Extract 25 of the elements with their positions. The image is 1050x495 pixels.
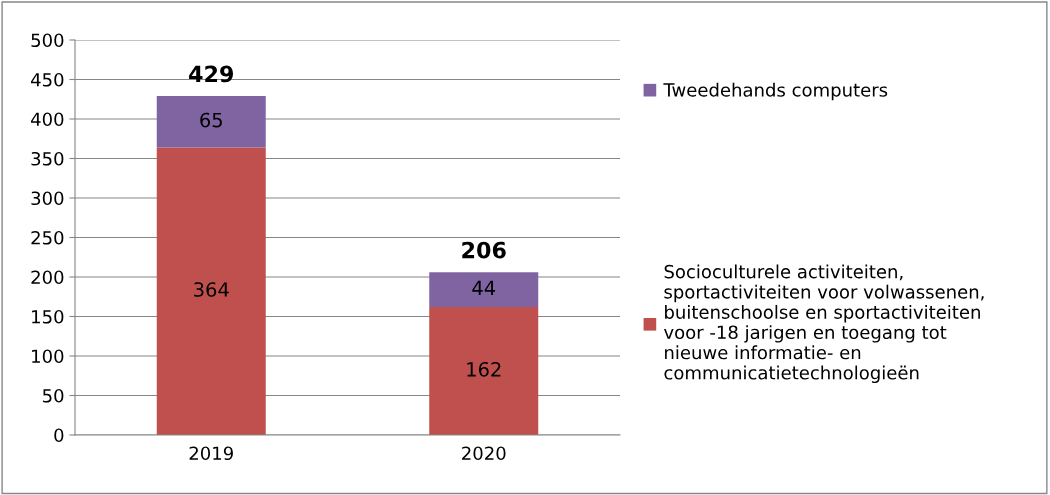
bar [429, 307, 539, 435]
bar [429, 272, 539, 308]
y-tick-label: 450 [31, 72, 64, 87]
y-tick-label: 300 [31, 191, 64, 206]
y-tick-label: 500 [31, 33, 64, 48]
y-tick-label: 250 [31, 230, 64, 245]
y-tick-label: 150 [32, 309, 64, 324]
total-label: 429 [189, 65, 234, 83]
y-tick-label: 100 [32, 349, 64, 364]
data-label: 44 [472, 280, 496, 296]
legend-label: Socioculturele activiteiten, sportactiviteiten voor volwassenen, buitenschoolse en sportactiviteiten voor -18 jarigen en toegang tot nieuwe informatie- en communicatietechnologieën [663, 264, 984, 384]
bar [156, 147, 266, 435]
total-label: 206 [462, 241, 506, 259]
legend-label: Tweedehands computers [663, 82, 888, 101]
data-label: 162 [467, 361, 501, 377]
x-tick-label: 2019 [189, 446, 233, 461]
y-tick-label: 50 [43, 388, 64, 403]
y-tick-label: 0 [54, 428, 64, 443]
y-tick-label: 350 [31, 151, 64, 166]
bar [156, 96, 266, 148]
y-tick-label: 400 [31, 112, 64, 127]
y-tick-label: 200 [31, 270, 64, 285]
data-label: 65 [200, 112, 222, 128]
x-tick-label: 2020 [462, 446, 506, 461]
data-label: 364 [194, 282, 229, 297]
